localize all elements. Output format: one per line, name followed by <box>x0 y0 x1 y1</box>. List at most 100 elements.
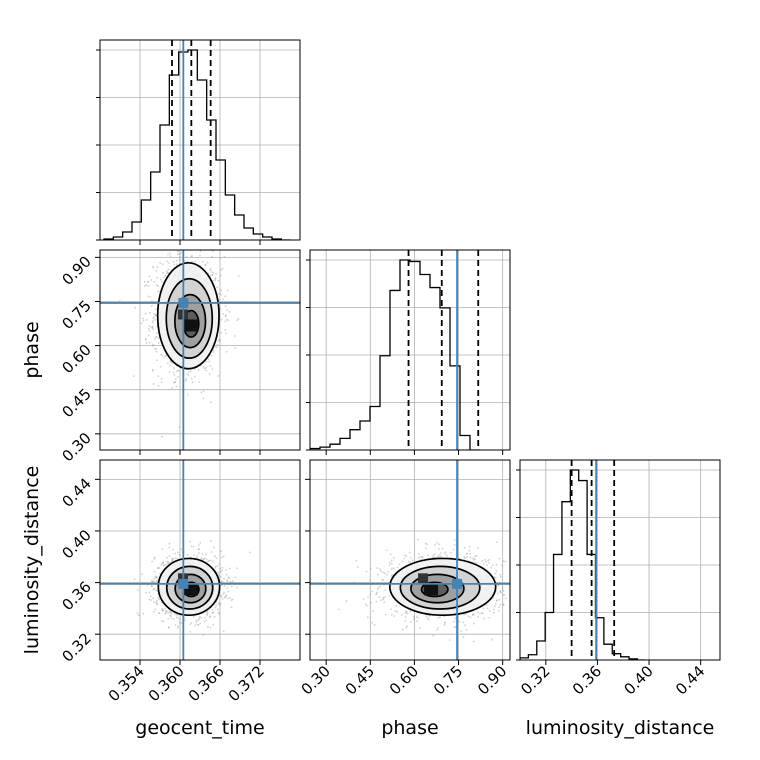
sample-point <box>146 280 149 283</box>
sample-point <box>225 314 227 317</box>
sample-point <box>173 381 176 384</box>
sample-point <box>377 586 380 589</box>
sample-point <box>230 585 233 588</box>
sample-point <box>383 601 386 604</box>
sample-point <box>481 611 484 614</box>
sample-point <box>441 547 444 550</box>
sample-point <box>202 558 205 560</box>
sample-point <box>152 320 154 322</box>
sample-point <box>155 284 158 286</box>
sample-point <box>163 607 166 610</box>
sample-point <box>176 370 178 373</box>
sample-point <box>167 268 170 271</box>
sample-point <box>220 289 223 292</box>
sample-point <box>190 545 193 548</box>
x-tick-label: 0.45 <box>342 662 378 698</box>
sample-point <box>153 558 156 560</box>
sample-point <box>206 614 209 617</box>
sample-point <box>221 598 224 600</box>
sample-point <box>213 615 216 618</box>
sample-point <box>214 566 217 569</box>
sample-point <box>153 577 156 580</box>
sample-point <box>158 598 161 601</box>
sample-point <box>145 318 148 321</box>
sample-point <box>148 275 151 278</box>
sample-point <box>454 626 457 628</box>
sample-point <box>491 638 493 641</box>
sample-point <box>453 544 456 546</box>
sample-point <box>174 552 177 555</box>
sample-point <box>212 279 215 282</box>
sample-point <box>230 606 233 609</box>
sample-point <box>468 549 471 552</box>
sample-point <box>477 546 480 549</box>
sample-point <box>132 375 135 377</box>
sample-point <box>439 552 442 555</box>
sample-point <box>469 552 472 555</box>
sample-point <box>153 570 156 573</box>
sample-point <box>215 272 218 275</box>
sample-point <box>499 573 502 576</box>
sample-point <box>488 609 491 612</box>
sample-point <box>213 555 216 558</box>
sample-point <box>493 608 495 611</box>
sample-point <box>175 557 177 559</box>
sample-point <box>152 316 155 319</box>
sample-point <box>476 611 479 614</box>
sample-point <box>187 371 190 374</box>
panel-frame <box>99 39 301 241</box>
sample-point <box>499 589 502 592</box>
sample-point <box>248 551 251 554</box>
sample-point <box>502 603 504 606</box>
sample-point <box>164 612 167 615</box>
sample-point <box>233 335 236 337</box>
sample-point <box>184 379 187 382</box>
sample-point <box>460 630 463 632</box>
sample-point <box>155 589 157 592</box>
sample-point <box>219 576 222 578</box>
panel-geocent_time-vs-geocent_time <box>96 39 301 245</box>
sample-point <box>218 604 221 607</box>
sample-point <box>156 359 158 362</box>
sample-point <box>369 579 372 582</box>
sample-point <box>224 329 227 331</box>
sample-point <box>185 378 188 380</box>
sample-point <box>378 596 381 599</box>
sample-point <box>152 580 155 583</box>
sample-point <box>500 591 502 594</box>
sample-point <box>472 640 475 643</box>
contour-line-2 <box>410 573 465 604</box>
sample-point <box>172 557 175 560</box>
sample-point <box>471 614 474 616</box>
sample-point <box>452 548 455 551</box>
sample-point <box>165 609 168 612</box>
sample-point <box>446 554 448 557</box>
sample-point <box>164 274 167 277</box>
sample-point <box>175 385 178 388</box>
sample-point <box>169 614 172 617</box>
sample-point <box>142 612 145 615</box>
sample-point <box>409 557 412 559</box>
sample-point <box>178 259 181 262</box>
x-tick-label: 0.90 <box>474 662 510 698</box>
sample-point <box>475 554 478 557</box>
contour-line-1 <box>399 565 481 610</box>
sample-point <box>184 619 186 622</box>
sample-point <box>151 370 154 372</box>
sample-point <box>167 362 169 365</box>
sample-point <box>217 608 219 611</box>
sample-point <box>118 300 121 302</box>
sample-point <box>158 567 161 569</box>
panel-luminosity_distance-vs-luminosity_distance: 0.32 0.36 0.40 0.44 <box>516 459 721 698</box>
sample-point <box>155 350 158 353</box>
sample-point <box>211 274 214 276</box>
sample-point <box>222 298 225 301</box>
sample-point <box>209 267 212 270</box>
sample-point <box>195 621 198 624</box>
sample-point <box>224 315 227 317</box>
sample-point <box>216 286 219 289</box>
sample-point <box>221 580 223 583</box>
sample-point <box>502 604 505 606</box>
sample-point <box>152 383 155 385</box>
